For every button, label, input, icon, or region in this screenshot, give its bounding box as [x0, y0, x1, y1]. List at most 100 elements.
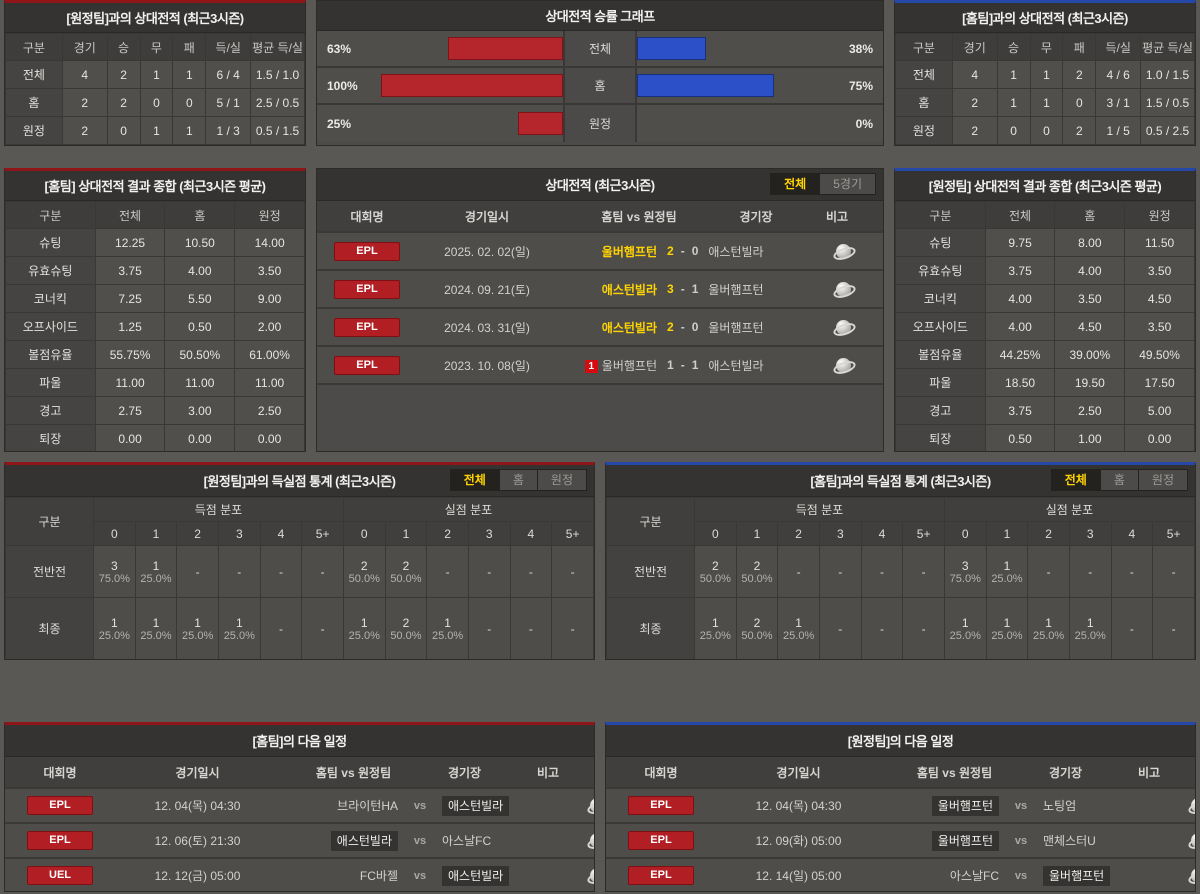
score-separator: - [680, 358, 685, 372]
stadium-icon[interactable] [1191, 798, 1195, 814]
match-row: EPL 2025. 02. 02(일) 울버햄프턴 2-0 애스턴빌라 결과 〉 [317, 233, 883, 271]
match-date: 2024. 09. 21(토) [444, 282, 530, 297]
filter-tab[interactable]: 원정 [1138, 469, 1188, 491]
away-team-name: 울버햄프턴 [708, 320, 764, 335]
column-header: 구분 [606, 497, 695, 546]
league-badge: EPL [27, 831, 93, 850]
league-badge: UEL [27, 866, 93, 885]
stats-cell: - [902, 597, 945, 659]
filter-tab[interactable]: 전체 [449, 469, 500, 491]
table-row: 유효슈팅 3.75 4.00 3.50 [5, 256, 305, 285]
home-winrate-bar [517, 112, 563, 135]
league-cell: EPL [5, 796, 115, 815]
table-row: 볼점유율 44.25% 39.00% 49.50% [895, 340, 1195, 369]
chart-category-label: 전체 [563, 31, 637, 66]
filter-tab[interactable]: 전체 [1050, 469, 1101, 491]
column-header-league: 대회명 [644, 765, 678, 780]
row-label: 볼점유율 [5, 340, 96, 369]
score-column-header: 0 [694, 521, 737, 546]
table-header-row: 구분 전체 홈 원정 [5, 201, 305, 229]
league-cell: EPL [317, 279, 417, 299]
row-label: 퇴장 [5, 424, 96, 451]
table-cell: 2.00 [234, 312, 305, 341]
league-badge: EPL [334, 279, 400, 299]
stats-cell: - [301, 545, 344, 598]
goal-stats-filter-tabs: 전체 홈 원정 [1050, 469, 1188, 491]
stats-percent: 50.0% [348, 572, 380, 585]
filter-tab[interactable]: 전체 [770, 173, 821, 195]
column-header-match: 홈팀 vs 원정팀 [601, 209, 677, 224]
stats-cell: 2 50.0% [735, 597, 779, 659]
column-header: 평균 득/실 [1140, 33, 1195, 61]
stats-percent: 25.0% [991, 629, 1023, 642]
column-header-league: 대회명 [43, 765, 77, 780]
stadium-icon[interactable] [835, 357, 851, 373]
table-cell: 2 [1062, 60, 1097, 89]
row-label: 원정 [5, 116, 63, 145]
table-cell: 0.00 [164, 424, 236, 451]
stadium-icon[interactable] [1191, 833, 1195, 849]
table-cell: 0.00 [1124, 424, 1195, 451]
stadium-icon[interactable] [1191, 868, 1195, 884]
stadium-icon[interactable] [835, 281, 851, 297]
table-cell: 12.25 [94, 228, 166, 257]
chart-row: 63% 전체 38% [317, 31, 883, 68]
summary-table: 구분 전체 홈 원정 슈팅 12.25 10.50 14.00 유효슈팅 3.75 4.00 3.50… [5, 201, 305, 451]
stats-header-row: 구분 득점 분포 실점 분포 [606, 497, 1195, 546]
table-cell: 11.00 [234, 368, 305, 397]
note-cell: 결과 〉 [878, 353, 883, 378]
score-column-header: 0 [93, 521, 136, 546]
h2h-match-list: 대회명 경기일시 홈팀 vs 원정팀 경기장 비고 EPL 2025. 02. 02(일) 울… [317, 201, 883, 385]
row-label: 퇴장 [895, 424, 986, 451]
league-cell: EPL [317, 355, 417, 375]
row-label: 경고 [895, 396, 986, 425]
stats-cell: - [1110, 545, 1154, 598]
stats-count: 1 [711, 615, 719, 630]
stats-cell: - [217, 545, 261, 598]
table-row: 볼점유율 55.75% 50.50% 61.00% [5, 340, 305, 369]
list-header-row: 대회명 경기일시 홈팀 vs 원정팀 경기장 비고 [606, 757, 1195, 789]
stats-percent: 25.0% [991, 572, 1023, 585]
stats-cell: 1 25.0% [777, 597, 820, 659]
highlighted-team: 울버햄프턴 [1043, 866, 1111, 886]
stats-percent: 25.0% [348, 629, 380, 642]
table-cell: 10.50 [164, 228, 236, 257]
filter-tab[interactable]: 5경기 [820, 173, 876, 195]
row-label: 파울 [895, 368, 986, 397]
row-label: 오프사이드 [895, 312, 986, 341]
stats-cell: - [860, 597, 904, 659]
stadium-icon[interactable] [835, 243, 851, 259]
schedule-row: [홈팀]의 다음 일정 대회명 경기일시 홈팀 vs 원정팀 경기장 비고 EPL 12. … [4, 722, 1196, 892]
stats-cell: 1 25.0% [1027, 597, 1070, 659]
column-header-stadium: 경기장 [1048, 765, 1083, 780]
stats-percent: 25.0% [699, 629, 731, 642]
match-cell: 울버햄프턴 2-0 애스턴빌라 [557, 243, 808, 260]
stats-cell: - [176, 545, 219, 598]
filter-tab[interactable]: 홈 [499, 469, 538, 491]
row-label: 홈 [895, 88, 953, 117]
row-label: 유효슈팅 [895, 256, 986, 285]
stadium-icon[interactable] [590, 833, 594, 849]
table-cell: 0 [139, 88, 174, 117]
league-badge: EPL [334, 317, 400, 337]
column-header: 승 [106, 33, 141, 61]
table-cell: 0 [172, 88, 207, 117]
stadium-icon[interactable] [590, 798, 594, 814]
vs-label: vs [413, 834, 427, 847]
score-column-header: 3 [467, 521, 511, 546]
stadium-icon[interactable] [835, 319, 851, 335]
column-header: 전체 [984, 201, 1056, 229]
away-team-name: 애스턴빌라 [442, 796, 560, 816]
stadium-cell [1161, 798, 1195, 814]
away-winrate-track [637, 37, 819, 60]
note-cell: 결과 〉 [878, 277, 883, 302]
stats-count: 1 [152, 615, 160, 630]
stadium-icon[interactable] [590, 868, 594, 884]
filter-tab[interactable]: 홈 [1100, 469, 1139, 491]
list-header-row: 대회명 경기일시 홈팀 vs 원정팀 경기장 비고 [5, 757, 594, 789]
stats-count: 1 [152, 558, 160, 573]
score-column-header: 4 [259, 521, 303, 546]
score-column-header: 2 [777, 521, 820, 546]
filter-tab[interactable]: 원정 [537, 469, 587, 491]
